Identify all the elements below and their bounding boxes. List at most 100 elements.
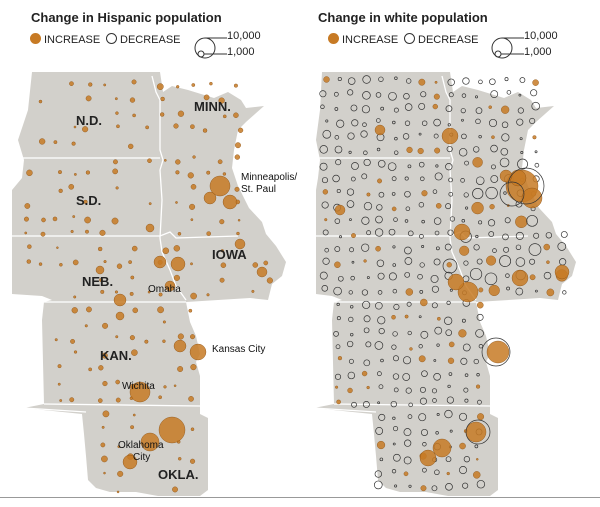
decrease-symbol: [404, 219, 409, 223]
decrease-symbol: [334, 373, 342, 380]
decrease-symbol: [445, 456, 452, 463]
increase-symbol: [190, 262, 193, 266]
decrease-symbol: [505, 273, 510, 278]
decrease-symbol: [535, 289, 538, 293]
decrease-symbol: [533, 232, 540, 239]
increase-symbol: [99, 278, 103, 282]
increase-symbol: [322, 189, 328, 195]
decrease-symbol: [421, 467, 427, 473]
decrease-symbol: [404, 271, 411, 278]
decrease-symbol: [490, 90, 499, 98]
decrease-symbol: [346, 340, 354, 348]
decrease-symbol: [322, 229, 329, 236]
decrease-symbol: [365, 341, 372, 348]
decrease-symbol: [392, 416, 396, 420]
increase-symbol: [237, 219, 241, 222]
decrease-symbol: [448, 92, 454, 98]
increase-symbol: [220, 249, 224, 253]
decrease-symbol: [463, 192, 469, 198]
decrease-symbol: [476, 313, 484, 321]
state-label-iowa: IOWA: [212, 247, 247, 262]
increase-symbol: [177, 366, 184, 372]
decrease-symbol: [376, 118, 381, 123]
decrease-symbol: [520, 150, 524, 154]
decrease-symbol: [394, 76, 398, 80]
increase-symbol: [209, 81, 213, 86]
increase-symbol: [403, 471, 409, 477]
increase-symbol: [234, 238, 246, 250]
increase-symbol: [222, 194, 238, 210]
decrease-symbol: [418, 161, 425, 168]
increase-symbol: [222, 172, 227, 176]
decrease-symbol: [349, 247, 355, 253]
increase-symbol: [475, 384, 481, 389]
increase-symbol: [128, 260, 132, 264]
city-label-minneapolis: Minneapolis/: [241, 172, 297, 183]
city-label-omaha: Omaha: [148, 284, 181, 295]
decrease-symbol: [449, 216, 456, 222]
increase-symbol: [115, 397, 121, 403]
increase-symbol: [251, 289, 255, 293]
decrease-symbol: [320, 104, 325, 109]
decrease-symbol: [529, 258, 536, 265]
decrease-symbol: [526, 215, 538, 227]
increase-symbol: [491, 135, 495, 139]
decrease-symbol: [378, 76, 384, 82]
hispanic-labels: N.D. MINN. S.D. NEB. IOWA KAN. OKLA. Min…: [76, 99, 297, 482]
decrease-symbol: [488, 118, 498, 128]
increase-swatch: [30, 33, 41, 44]
decrease-symbol: [404, 176, 409, 181]
decrease-swatch: [404, 33, 415, 44]
decrease-symbol: [380, 106, 385, 111]
increase-symbol: [38, 99, 43, 104]
increase-symbol: [471, 201, 484, 215]
decrease-symbol: [392, 373, 400, 380]
decrease-symbol: [319, 90, 327, 98]
decrease-symbol: [504, 217, 511, 224]
decrease-symbol: [433, 217, 442, 225]
decrease-symbol: [461, 219, 466, 223]
decrease-symbol: [419, 233, 424, 239]
increase-symbol: [82, 126, 89, 133]
decrease-symbol: [490, 144, 498, 153]
decrease-symbol: [407, 164, 412, 169]
increase-symbol: [103, 83, 107, 87]
decrease-symbol: [478, 220, 483, 225]
decrease-symbol: [436, 246, 440, 251]
increase-symbol: [465, 421, 487, 443]
increase-symbol: [447, 357, 455, 364]
increase-symbol: [86, 306, 92, 313]
increase-symbol: [53, 140, 58, 144]
decrease-symbol: [392, 120, 396, 125]
increase-symbol: [163, 159, 167, 162]
decrease-symbol: [394, 136, 398, 141]
increase-symbol: [219, 277, 225, 283]
decrease-symbol: [393, 453, 401, 462]
increase-symbol: [409, 347, 413, 351]
increase-symbol: [114, 97, 118, 101]
increase-symbol: [158, 395, 162, 400]
decrease-symbol: [517, 107, 524, 114]
state-label-neb: NEB.: [82, 274, 113, 289]
decrease-symbol: [484, 272, 498, 286]
increase-symbol: [459, 442, 466, 450]
increase-symbol: [102, 380, 108, 387]
decrease-symbol: [534, 162, 540, 168]
increase-symbol: [515, 215, 528, 228]
increase-symbol: [95, 265, 105, 275]
decrease-symbol: [432, 189, 438, 194]
increase-symbol: [324, 218, 328, 222]
increase-symbol: [38, 262, 43, 266]
decrease-symbol: [336, 316, 341, 321]
decrease-symbol: [506, 90, 512, 95]
increase-symbol: [554, 264, 570, 280]
decrease-symbol: [488, 231, 495, 237]
increase-symbol: [145, 223, 155, 233]
increase-symbol: [543, 243, 550, 251]
increase-symbol: [102, 322, 109, 329]
increase-symbol: [222, 114, 227, 119]
decrease-symbol: [475, 176, 485, 185]
decrease-symbol: [419, 290, 424, 294]
decrease-symbol: [433, 359, 437, 362]
city-label-wichita: Wichita: [122, 381, 155, 392]
